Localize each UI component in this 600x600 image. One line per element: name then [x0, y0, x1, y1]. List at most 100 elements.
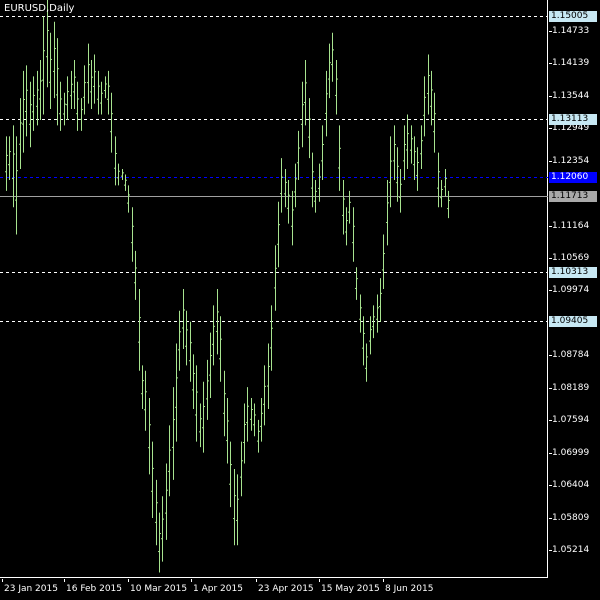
- price-plot[interactable]: [0, 0, 548, 578]
- price-bar[interactable]: [39, 59, 42, 120]
- price-bar[interactable]: [161, 496, 164, 562]
- price-bar[interactable]: [80, 98, 83, 131]
- price-bar[interactable]: [311, 152, 314, 208]
- price-bar[interactable]: [165, 463, 168, 540]
- price-bar[interactable]: [223, 370, 226, 437]
- price-bar[interactable]: [335, 59, 338, 115]
- price-bar[interactable]: [243, 403, 246, 464]
- price-bar[interactable]: [114, 136, 117, 186]
- price-bar[interactable]: [107, 70, 110, 115]
- price-bar[interactable]: [73, 59, 76, 110]
- price-bar[interactable]: [389, 136, 392, 208]
- price-bar[interactable]: [399, 169, 402, 213]
- price-bar[interactable]: [168, 425, 171, 497]
- price-bar[interactable]: [100, 81, 103, 115]
- price-bar[interactable]: [257, 419, 260, 453]
- price-bar[interactable]: [297, 130, 300, 180]
- price-bar[interactable]: [447, 190, 450, 219]
- price-bar[interactable]: [314, 179, 317, 213]
- price-bar[interactable]: [66, 76, 69, 120]
- price-bar[interactable]: [263, 365, 266, 426]
- price-bar[interactable]: [97, 70, 100, 115]
- price-bar[interactable]: [403, 125, 406, 180]
- price-bar[interactable]: [124, 174, 127, 191]
- price-bar[interactable]: [29, 81, 32, 148]
- price-bar[interactable]: [15, 136, 18, 235]
- price-bar[interactable]: [416, 147, 419, 191]
- price-bar[interactable]: [22, 70, 25, 153]
- price-bar[interactable]: [291, 190, 294, 246]
- price-bar[interactable]: [294, 163, 297, 208]
- price-bar[interactable]: [338, 125, 341, 191]
- price-bar[interactable]: [277, 201, 280, 268]
- price-bar[interactable]: [182, 289, 185, 349]
- price-bar[interactable]: [155, 479, 158, 546]
- price-bar[interactable]: [178, 310, 181, 371]
- price-bar[interactable]: [331, 32, 334, 82]
- price-bar[interactable]: [138, 289, 141, 371]
- price-bar[interactable]: [83, 65, 86, 115]
- price-bar[interactable]: [362, 316, 365, 366]
- price-axis[interactable]: 1.14733 1.14139 1.13544 1.12949 1.12354 1.111…: [549, 0, 600, 578]
- price-bar[interactable]: [93, 54, 96, 104]
- price-bar[interactable]: [53, 21, 56, 99]
- price-bar[interactable]: [219, 316, 222, 382]
- price-bar[interactable]: [382, 234, 385, 289]
- price-bar[interactable]: [393, 125, 396, 180]
- price-bar[interactable]: [236, 474, 239, 546]
- price-bar[interactable]: [8, 136, 11, 180]
- price-bar[interactable]: [42, 16, 45, 115]
- price-bar[interactable]: [348, 190, 351, 224]
- price-bar[interactable]: [141, 365, 144, 409]
- price-bar[interactable]: [104, 76, 107, 99]
- price-bar[interactable]: [250, 398, 253, 431]
- price-bar[interactable]: [345, 207, 348, 246]
- price-bar[interactable]: [110, 92, 113, 153]
- price-bar[interactable]: [270, 305, 273, 371]
- price-bar[interactable]: [36, 70, 39, 126]
- price-bar[interactable]: [352, 207, 355, 262]
- price-bar[interactable]: [284, 169, 287, 208]
- price-bar[interactable]: [59, 81, 62, 131]
- price-bar[interactable]: [151, 441, 154, 519]
- price-bar[interactable]: [359, 294, 362, 333]
- price-bar[interactable]: [280, 158, 283, 213]
- price-bar[interactable]: [267, 343, 270, 409]
- price-bar[interactable]: [240, 441, 243, 497]
- price-bar[interactable]: [192, 354, 195, 409]
- price-bar[interactable]: [202, 381, 205, 453]
- price-bar[interactable]: [148, 398, 151, 475]
- price-bar[interactable]: [87, 43, 90, 104]
- price-bar[interactable]: [406, 114, 409, 170]
- price-bar[interactable]: [175, 343, 178, 442]
- price-bar[interactable]: [25, 65, 28, 137]
- price-bar[interactable]: [158, 512, 161, 573]
- price-bar[interactable]: [127, 185, 130, 213]
- price-bar[interactable]: [206, 359, 209, 420]
- price-bar[interactable]: [172, 387, 175, 480]
- price-bar[interactable]: [372, 305, 375, 339]
- price-bar[interactable]: [301, 81, 304, 148]
- price-bar[interactable]: [76, 81, 79, 131]
- price-bar[interactable]: [410, 125, 413, 164]
- price-bar[interactable]: [386, 179, 389, 246]
- price-bar[interactable]: [63, 92, 66, 126]
- price-bar[interactable]: [274, 245, 277, 311]
- price-bar[interactable]: [49, 32, 52, 110]
- time-axis[interactable]: 23 Jan 2015 16 Feb 2015 10 Mar 2015 1 Apr 2…: [0, 579, 548, 600]
- price-bar[interactable]: [321, 125, 324, 180]
- price-bar[interactable]: [189, 321, 192, 382]
- price-bar[interactable]: [413, 136, 416, 180]
- price-bar[interactable]: [328, 43, 331, 99]
- price-bar[interactable]: [369, 316, 372, 355]
- price-bar[interactable]: [226, 398, 229, 464]
- price-bar[interactable]: [325, 70, 328, 137]
- price-bar[interactable]: [444, 169, 447, 197]
- price-bar[interactable]: [420, 125, 423, 170]
- price-bar[interactable]: [56, 38, 59, 126]
- price-bar[interactable]: [379, 278, 382, 322]
- price-bar[interactable]: [209, 332, 212, 399]
- price-bar[interactable]: [5, 136, 8, 191]
- price-bar[interactable]: [342, 179, 345, 235]
- price-bar[interactable]: [365, 343, 368, 382]
